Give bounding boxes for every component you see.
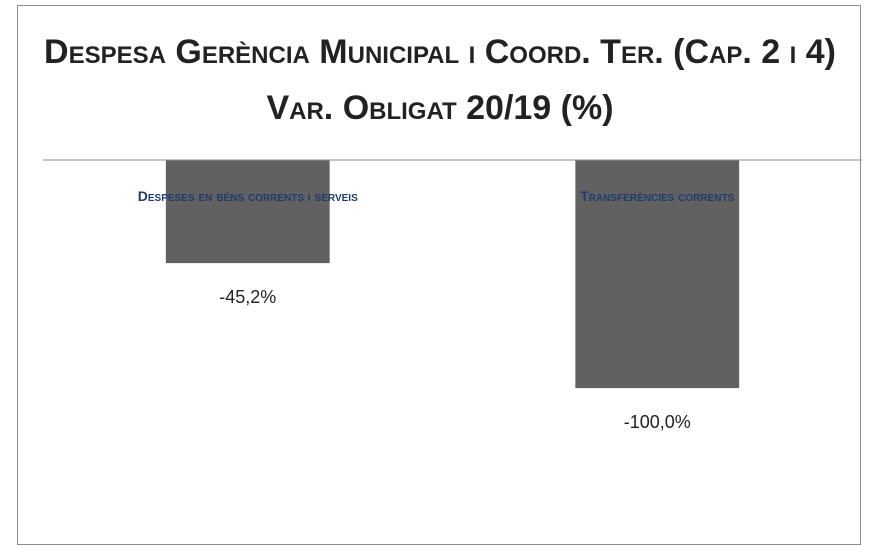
bar — [165, 160, 330, 264]
data-label: -45,2% — [219, 287, 276, 307]
page: -45,2% -100,0% Despeses en béns corrents i… — [17, 5, 862, 545]
chart: -45,2% -100,0% Despeses en béns corrents i… — [43, 159, 862, 432]
bar — [575, 160, 740, 389]
category-label: Despeses en béns corrents i serveis — [138, 188, 358, 204]
chart-title: Despesa Gerència Municipal i Coord. Ter.… — [44, 33, 836, 127]
category-label: Transferències corrents — [580, 188, 734, 204]
data-label: -100,0% — [624, 412, 691, 432]
